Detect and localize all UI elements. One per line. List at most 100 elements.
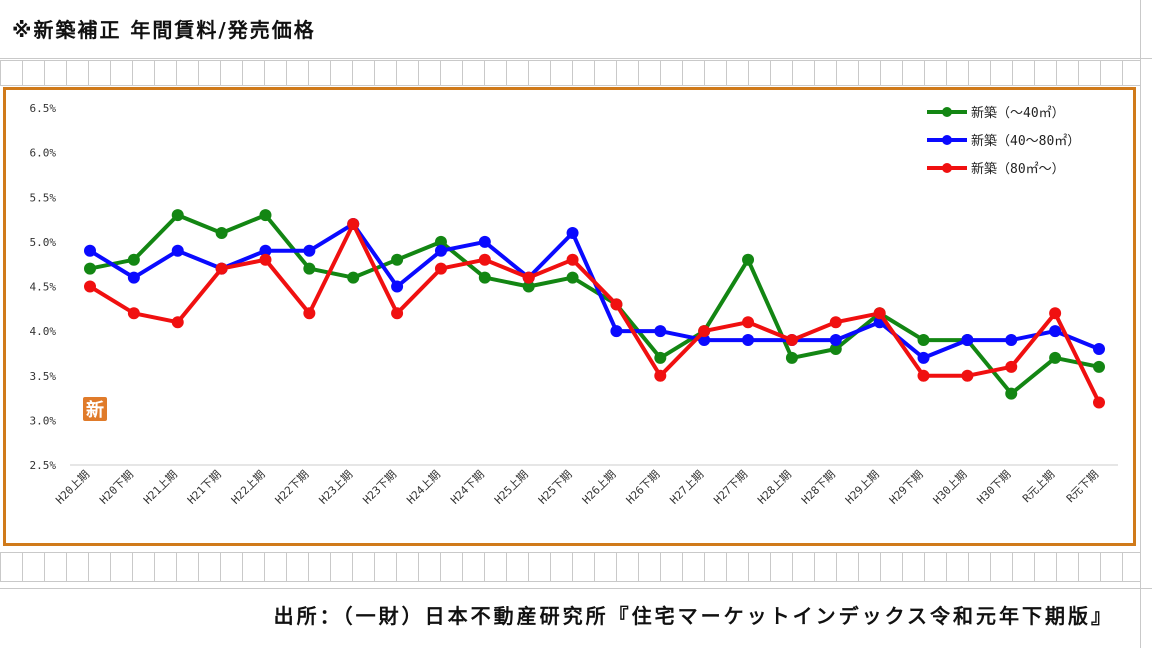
data-point — [84, 244, 96, 257]
legend-item[interactable]: 新築（80㎡～） — [927, 161, 1065, 177]
legend-item[interactable]: 新築（40～80㎡） — [927, 133, 1080, 149]
x-tick-label: H30下期 — [975, 468, 1014, 507]
line-chart: 6.5% 6.0% 5.5% 5.0% 4.5% 4.0% 3.5% 3.0% 2.5% H20… — [30, 102, 1118, 507]
data-point — [566, 226, 579, 239]
y-tick-label: 3.5% — [30, 370, 57, 383]
data-point — [434, 262, 447, 275]
data-point — [785, 351, 798, 364]
y-tick-label: 6.5% — [30, 102, 57, 115]
x-tick-label: H20下期 — [97, 468, 136, 507]
x-tick-label: H29上期 — [843, 468, 882, 507]
data-point — [566, 271, 579, 284]
legend-swatch-marker — [942, 135, 952, 145]
x-tick-label: H25下期 — [536, 468, 575, 507]
series-layer — [84, 209, 1105, 409]
divider-top — [0, 58, 1152, 59]
data-point — [654, 325, 667, 338]
data-point — [785, 334, 798, 347]
data-point — [259, 253, 272, 266]
data-point — [127, 253, 140, 266]
data-point — [1093, 342, 1105, 355]
spreadsheet-grid-bottom — [0, 552, 1140, 582]
y-tick-label: 6.0% — [30, 147, 57, 160]
x-tick-label: H22下期 — [273, 468, 312, 507]
series-line — [88, 222, 1101, 404]
data-point — [434, 244, 447, 257]
y-axis: 6.5% 6.0% 5.5% 5.0% 4.5% 4.0% 3.5% 3.0% 2.5% — [30, 102, 1118, 472]
data-point — [742, 334, 755, 347]
spreadsheet-grid-top — [0, 60, 1140, 86]
source-citation: 出所：（一財）日本不動産研究所『住宅マーケットインデックス令和元年下期版』 — [273, 604, 1114, 628]
x-tick-label: H23下期 — [360, 468, 399, 507]
x-tick-label: H27上期 — [667, 468, 706, 507]
legend-label: 新築（～40㎡） — [971, 105, 1065, 121]
data-point — [1093, 360, 1105, 373]
data-point — [961, 334, 974, 347]
x-tick-label: H21下期 — [185, 468, 224, 507]
data-point — [610, 298, 623, 311]
legend[interactable]: 新築（～40㎡） 新築（40～80㎡） 新築（80㎡～） — [927, 105, 1080, 177]
data-point — [478, 253, 491, 266]
data-point — [654, 351, 667, 364]
data-point — [391, 307, 404, 320]
data-point — [917, 351, 930, 364]
data-point — [1005, 334, 1018, 347]
data-point — [347, 218, 360, 231]
data-point — [917, 369, 930, 382]
data-point — [829, 334, 842, 347]
y-tick-label: 5.0% — [30, 236, 57, 249]
data-point — [698, 334, 711, 347]
data-point — [303, 262, 316, 275]
x-tick-label: H24上期 — [404, 468, 443, 507]
x-tick-label: H26上期 — [580, 468, 619, 507]
data-point — [566, 253, 579, 266]
x-axis: H20上期 H20下期 H21上期 H21下期 H22上期 H22下期 H23上期 H23下期… — [53, 468, 1101, 507]
series-3 — [84, 218, 1105, 409]
series-1 — [84, 209, 1105, 400]
y-tick-label: 4.5% — [30, 281, 57, 294]
data-point — [873, 307, 886, 320]
x-tick-label: H23上期 — [317, 468, 356, 507]
x-tick-label: R元下期 — [1064, 468, 1101, 505]
data-point — [698, 325, 711, 338]
data-point — [1005, 360, 1018, 373]
page-title: ※新築補正 年間賃料/発売価格 — [12, 18, 316, 42]
data-point — [610, 325, 623, 338]
watermark-stamp: 新 — [83, 397, 107, 421]
x-tick-label: H24下期 — [448, 468, 487, 507]
x-tick-label: H25上期 — [492, 468, 531, 507]
data-point — [84, 262, 96, 275]
data-point — [215, 262, 228, 275]
data-point — [1005, 387, 1018, 400]
data-point — [171, 244, 184, 257]
x-tick-label: H21上期 — [141, 468, 180, 507]
y-tick-label: 4.0% — [30, 325, 57, 338]
data-point — [522, 280, 535, 293]
x-tick-label: H29下期 — [887, 468, 926, 507]
x-tick-label: H28下期 — [799, 468, 838, 507]
x-tick-label: H27下期 — [711, 468, 750, 507]
x-tick-label: R元上期 — [1020, 468, 1057, 505]
y-tick-label: 5.5% — [30, 191, 57, 204]
data-point — [303, 307, 316, 320]
divider-right — [1140, 0, 1141, 648]
data-point — [391, 280, 404, 293]
data-point — [522, 271, 535, 284]
data-point — [84, 280, 96, 293]
data-point — [961, 369, 974, 382]
data-point — [127, 307, 140, 320]
data-point — [259, 244, 272, 257]
divider-bottom — [0, 588, 1152, 589]
legend-item[interactable]: 新築（～40㎡） — [927, 105, 1065, 121]
series-line — [89, 213, 1100, 396]
x-tick-label: H20上期 — [53, 468, 92, 507]
data-point — [434, 235, 447, 248]
data-point — [391, 253, 404, 266]
data-point — [1049, 307, 1062, 320]
data-point — [829, 316, 842, 329]
data-point — [127, 271, 140, 284]
data-point — [478, 235, 491, 248]
legend-label: 新築（80㎡～） — [971, 161, 1065, 177]
legend-label: 新築（40～80㎡） — [971, 133, 1080, 149]
data-point — [1049, 351, 1062, 364]
